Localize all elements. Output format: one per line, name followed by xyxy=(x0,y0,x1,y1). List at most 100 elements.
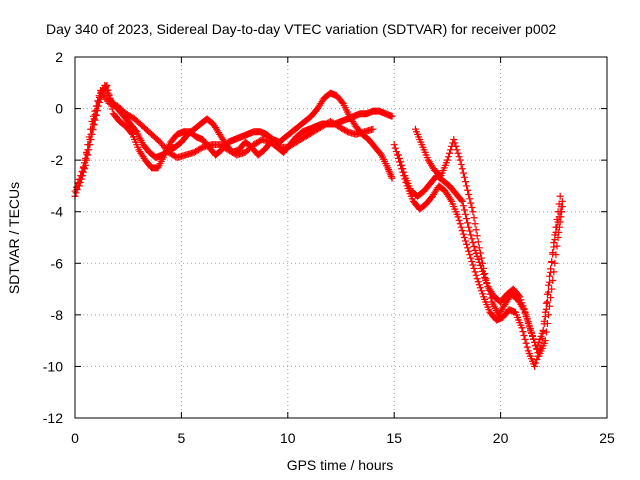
data-point xyxy=(400,168,408,176)
data-point xyxy=(388,112,396,120)
data-point xyxy=(464,186,472,194)
data-point xyxy=(537,332,545,340)
data-point xyxy=(396,154,404,162)
data-point xyxy=(447,196,455,204)
data-point xyxy=(461,237,469,245)
data-point xyxy=(470,264,478,272)
data-point xyxy=(551,236,559,244)
data-point xyxy=(391,144,399,152)
data-point xyxy=(455,153,463,161)
data-point xyxy=(550,268,558,276)
data-point xyxy=(527,329,535,337)
data-point xyxy=(454,149,462,157)
data-point xyxy=(461,178,469,186)
chart-title: Day 340 of 2023, Sidereal Day-to-day VTE… xyxy=(46,21,556,37)
data-point xyxy=(397,158,405,166)
data-point xyxy=(541,308,549,316)
y-tick-label: -10 xyxy=(43,358,63,374)
data-point xyxy=(556,192,564,200)
data-point xyxy=(486,290,494,298)
data-point xyxy=(474,278,482,286)
data-point xyxy=(452,142,460,150)
data-point xyxy=(487,294,495,302)
y-axis-title: SDTVAR / TECUs xyxy=(6,182,22,294)
data-point xyxy=(468,235,476,243)
data-point xyxy=(473,232,481,240)
data-point xyxy=(525,323,533,331)
data-point xyxy=(456,156,464,164)
y-tick-labels: 2 0 -2 -4 -6 -8 -10 -12 xyxy=(43,49,63,426)
data-point xyxy=(468,203,476,211)
data-point xyxy=(533,344,541,352)
data-point xyxy=(394,151,402,159)
data-point xyxy=(463,182,471,190)
data-point xyxy=(479,259,487,267)
data-point xyxy=(548,285,556,293)
data-point xyxy=(540,317,548,325)
data-point xyxy=(470,214,478,222)
data-point xyxy=(484,282,492,290)
data-point xyxy=(521,309,529,317)
data-point xyxy=(547,294,555,302)
data-point xyxy=(543,298,551,306)
data-point xyxy=(558,197,566,205)
data-point xyxy=(522,313,530,321)
data-point xyxy=(534,341,542,349)
data-point xyxy=(459,230,467,238)
data-point xyxy=(546,302,554,310)
data-point xyxy=(466,251,474,259)
data-point xyxy=(444,153,452,161)
data-point xyxy=(544,281,552,289)
y-tick-label: -8 xyxy=(51,307,64,323)
data-point xyxy=(473,275,481,283)
data-point xyxy=(450,136,458,144)
data-point xyxy=(524,319,532,327)
data-point xyxy=(460,234,468,241)
data-marks xyxy=(71,81,566,370)
data-point xyxy=(555,213,563,221)
data-point xyxy=(469,261,477,269)
data-point xyxy=(548,258,556,266)
data-point xyxy=(468,258,476,266)
data-point xyxy=(385,167,393,175)
data-point xyxy=(529,332,537,340)
grid-layer xyxy=(75,57,607,418)
data-point xyxy=(479,290,487,298)
data-point xyxy=(523,343,531,351)
data-point xyxy=(457,196,465,204)
data-point xyxy=(467,231,475,239)
data-point xyxy=(459,202,467,210)
x-axis-title: GPS time / hours xyxy=(287,457,394,473)
data-point xyxy=(520,331,528,339)
data-point xyxy=(464,244,472,252)
data-point xyxy=(457,223,465,231)
data-point xyxy=(519,328,527,336)
data-point xyxy=(535,338,543,346)
data-point xyxy=(458,197,466,205)
data-point xyxy=(456,220,464,228)
data-point xyxy=(467,199,475,207)
data-point xyxy=(84,141,92,149)
data-point xyxy=(543,290,551,298)
data-point xyxy=(474,255,482,263)
data-point xyxy=(72,183,80,191)
data-point xyxy=(476,249,484,257)
x-tick-label: 5 xyxy=(178,430,186,446)
data-point xyxy=(541,337,549,345)
data-point xyxy=(522,339,530,347)
data-point xyxy=(465,191,473,199)
data-point xyxy=(554,218,562,226)
data-point xyxy=(475,244,483,252)
data-point xyxy=(476,284,484,292)
data-point xyxy=(386,169,394,177)
data-point xyxy=(459,169,467,177)
data-point xyxy=(477,254,485,262)
data-point xyxy=(557,203,565,211)
data-point xyxy=(75,175,83,183)
data-point xyxy=(474,238,482,246)
data-point xyxy=(88,117,96,125)
data-point xyxy=(471,220,479,228)
data-point xyxy=(480,264,488,272)
x-tick-label: 15 xyxy=(386,430,402,446)
data-point xyxy=(532,359,540,367)
